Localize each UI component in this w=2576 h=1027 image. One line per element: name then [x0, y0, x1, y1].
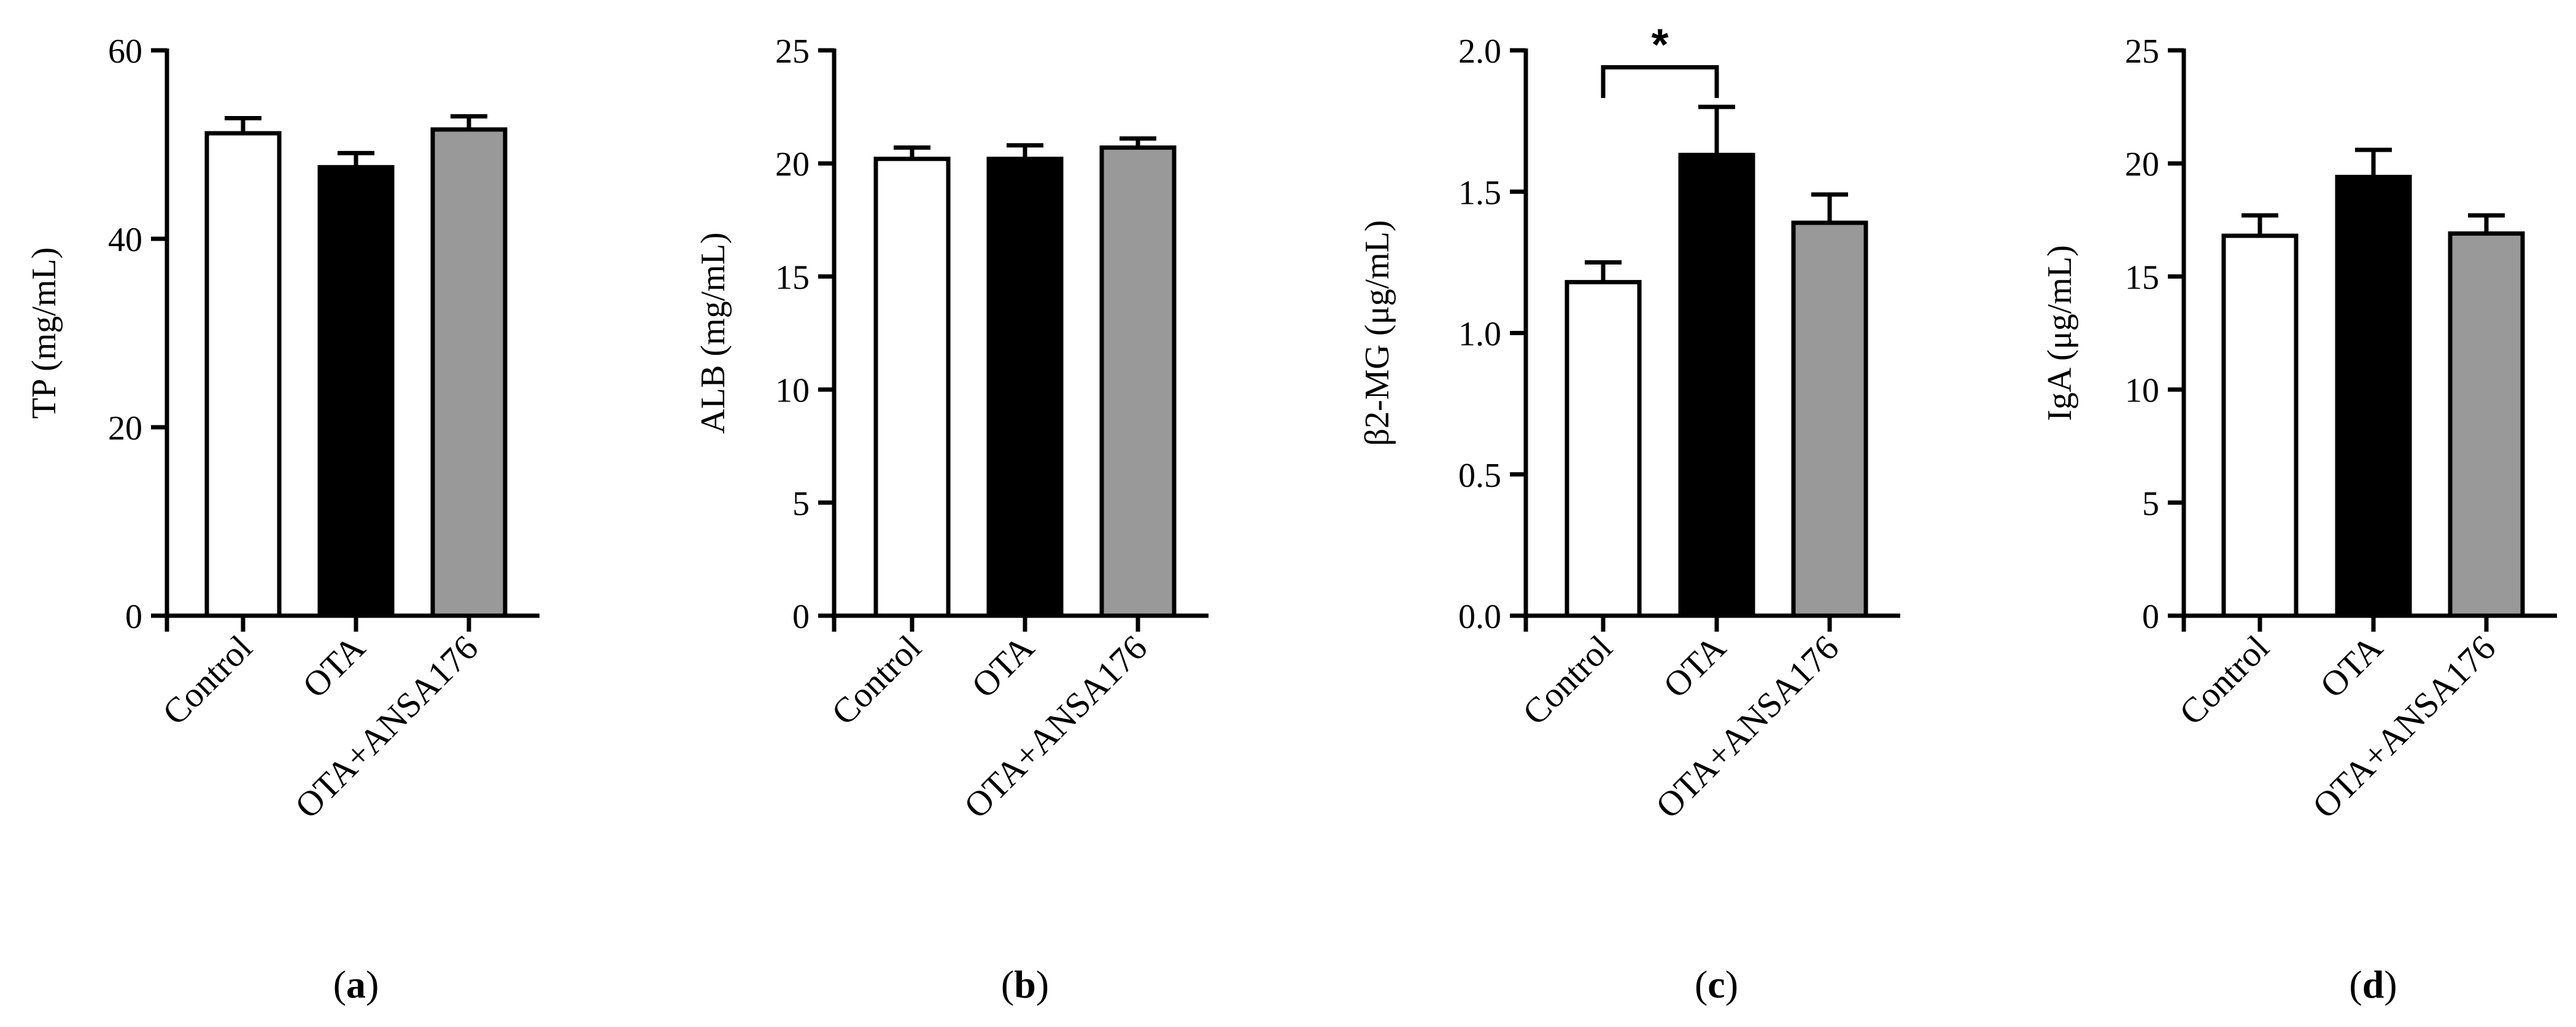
y-tick-label: 60: [108, 33, 142, 71]
y-axis-title: ALB (mg/mL): [694, 232, 732, 433]
bar-ota: [1678, 152, 1755, 618]
significance-marker: *: [1651, 21, 1668, 70]
y-tick-label: 1.5: [1458, 174, 1501, 212]
significance-bracket: [1601, 65, 1719, 98]
y-tick-label: 0.0: [1458, 598, 1501, 636]
panel-label-letter: c: [1708, 963, 1725, 1006]
panel-label-close: ): [1725, 963, 1738, 1006]
y-tick-label: 0.5: [1458, 457, 1501, 495]
y-tick-label: 5: [792, 485, 810, 523]
y-tick-label: 10: [2125, 372, 2159, 410]
panel-label-open: (: [2349, 963, 2362, 1006]
y-axis-title: β2-MG (μg/mL): [1358, 220, 1396, 446]
y-tick-label: 5: [2142, 485, 2159, 523]
y-tick-label: 15: [2125, 258, 2159, 296]
x-tick-label: Control: [155, 627, 260, 732]
bar-ota-ansa176: [1791, 220, 1868, 618]
panel-label-letter: b: [1014, 963, 1036, 1006]
bar-control: [204, 131, 282, 618]
y-tick-label: 0: [792, 598, 810, 636]
panel-label: (c): [1695, 963, 1738, 1006]
y-tick-label: 20: [2125, 145, 2159, 184]
x-tick-label: OTA: [1655, 627, 1733, 705]
bar-ota-ansa176: [1099, 145, 1177, 618]
y-tick-label: 2.0: [1458, 33, 1501, 71]
bar-ota: [317, 165, 395, 618]
y-tick-label: 20: [108, 409, 142, 448]
panel-label-close: ): [366, 963, 379, 1006]
y-tick-label: 10: [775, 372, 810, 410]
bar-ota-ansa176: [2448, 231, 2525, 618]
bar-control: [2221, 233, 2299, 618]
x-tick-label: OTA: [295, 627, 373, 705]
y-tick-label: 40: [108, 221, 142, 259]
bar-ota: [2335, 174, 2412, 618]
y-tick-label: 25: [775, 33, 810, 71]
panel-label-open: (: [1001, 963, 1014, 1006]
y-tick-label: 1.0: [1458, 316, 1501, 354]
y-axis-title: TP (mg/mL): [25, 247, 63, 419]
y-axis-title: IgA (μg/mL): [2041, 245, 2079, 421]
bar-ota: [986, 157, 1064, 618]
panel-label-open: (: [333, 963, 346, 1006]
bar-ota-ansa176: [430, 127, 508, 618]
bar-control: [873, 157, 951, 618]
y-tick-label: 0: [2142, 598, 2159, 636]
y-tick-label: 25: [2125, 33, 2159, 71]
panel-label: (a): [333, 963, 379, 1006]
x-tick-label: Control: [1515, 627, 1620, 732]
panel-label-close: ): [1036, 963, 1049, 1006]
panel-label-open: (: [1695, 963, 1708, 1006]
x-tick-label: OTA: [964, 627, 1042, 705]
y-tick-label: 20: [775, 145, 810, 184]
y-tick-label: 0: [125, 598, 142, 636]
panel-label-letter: d: [2362, 963, 2385, 1006]
x-tick-label: OTA: [2312, 627, 2390, 705]
bar-control: [1565, 280, 1642, 618]
x-tick-label: Control: [824, 627, 929, 732]
panel-label: (b): [1001, 963, 1049, 1006]
x-tick-label: Control: [2172, 627, 2276, 732]
y-tick-label: 15: [775, 258, 810, 296]
panel-label: (d): [2349, 963, 2397, 1006]
panel-label-close: ): [2384, 963, 2397, 1006]
panel-label-letter: a: [346, 963, 366, 1006]
